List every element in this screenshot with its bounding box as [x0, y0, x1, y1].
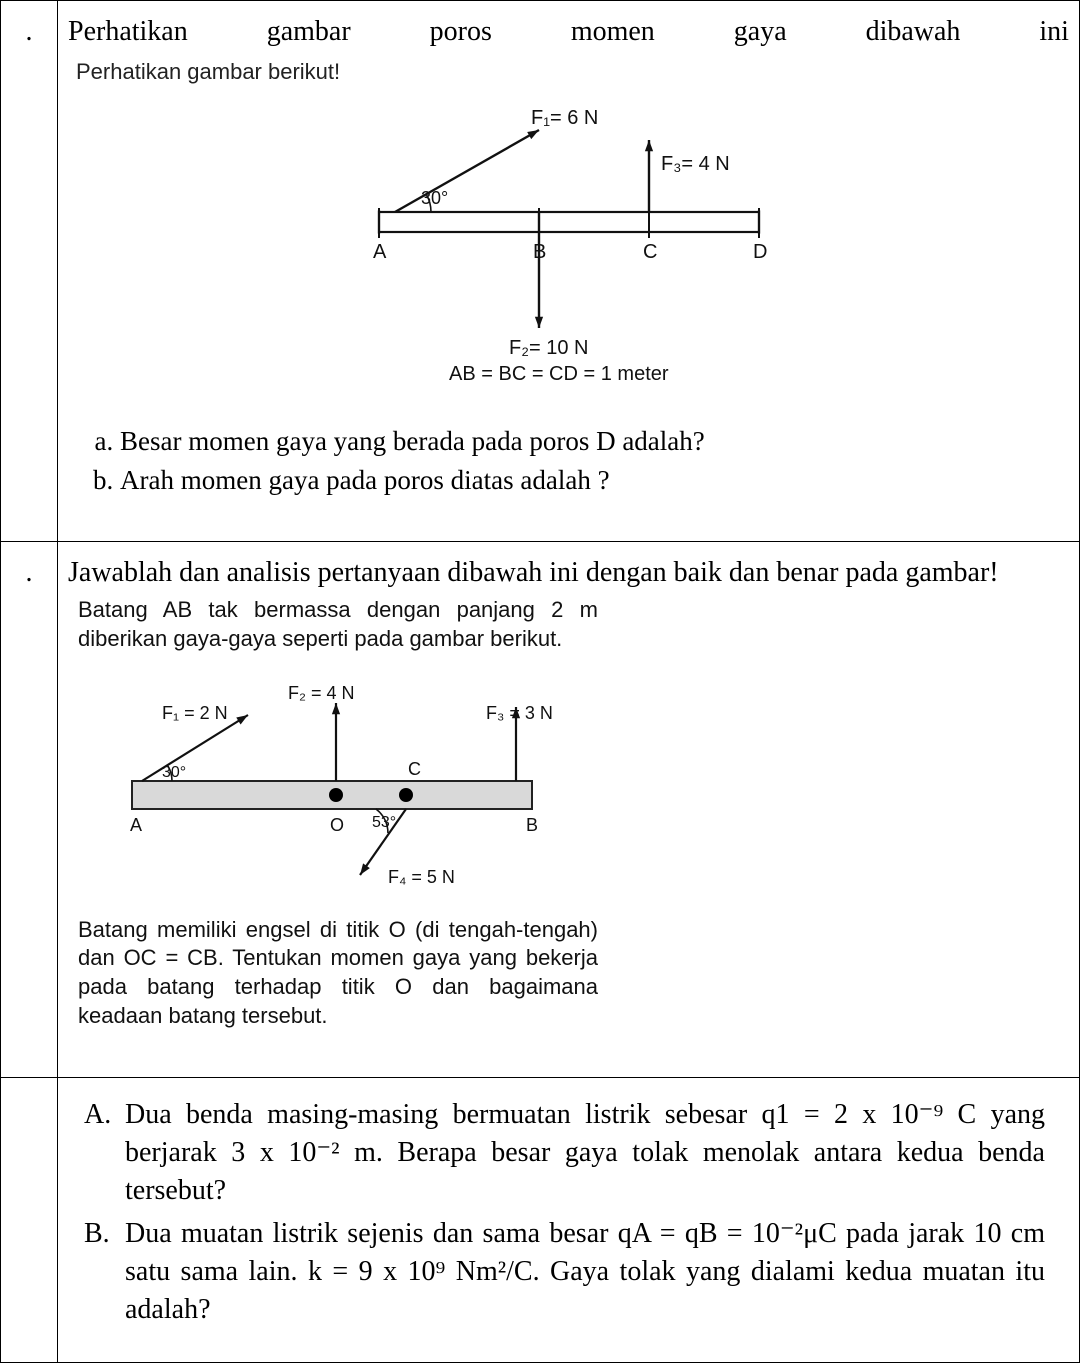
- q3-B-label: B.: [84, 1215, 118, 1253]
- svg-text:F₂= 10 N: F₂= 10 N: [509, 337, 588, 359]
- q1-title: Perhatikan gambar poros momen gaya dibaw…: [68, 13, 1069, 51]
- row1-number: .: [1, 1, 58, 542]
- q1-a: Besar momen gaya yang berada pada poros …: [120, 423, 1069, 459]
- q3-B: B. Dua muatan listrik sejenis dan sama b…: [84, 1215, 1069, 1328]
- svg-text:O: O: [330, 815, 344, 835]
- q3-cell: A. Dua benda masing-masing bermuatan lis…: [58, 1077, 1080, 1362]
- svg-text:F₃ = 3 N: F₃ = 3 N: [486, 703, 553, 723]
- svg-text:F₂ = 4 N: F₂ = 4 N: [288, 683, 355, 703]
- q1-svg: ABCD30°F₁= 6 NF₂= 10 NF₃= 4 NAB = BC = C…: [309, 92, 829, 402]
- row2-number: .: [1, 542, 58, 1078]
- svg-text:C: C: [643, 241, 657, 263]
- q1-figure: ABCD30°F₁= 6 NF₂= 10 NF₃= 4 NAB = BC = C…: [68, 92, 1069, 413]
- q2-title: Jawablah dan analisis pertanyaan dibawah…: [68, 554, 1069, 592]
- svg-text:F₁ = 2 N: F₁ = 2 N: [162, 703, 228, 723]
- svg-text:F₁= 6 N: F₁= 6 N: [531, 107, 598, 129]
- svg-text:F₄ = 5 N: F₄ = 5 N: [388, 867, 455, 887]
- svg-text:B: B: [526, 815, 538, 835]
- svg-text:F₃= 4 N: F₃= 4 N: [661, 153, 730, 175]
- svg-text:A: A: [373, 241, 387, 263]
- q1-b: Arah momen gaya pada poros diatas adalah…: [120, 462, 1069, 498]
- q2-posttext: Batang memiliki engsel di titik O (di te…: [78, 916, 598, 1030]
- q2-figure: AOCB30°53°F₁ = 2 NF₂ = 4 NF₃ = 3 NF₄ = 5…: [88, 659, 1069, 910]
- q3-A: A. Dua benda masing-masing bermuatan lis…: [84, 1096, 1069, 1209]
- q3-B-text: Dua muatan listrik sejenis dan sama besa…: [125, 1215, 1045, 1328]
- q1-w4: gaya: [734, 13, 787, 51]
- q1-w0: Perhatikan: [68, 13, 188, 51]
- worksheet-table: . Perhatikan gambar poros momen gaya dib…: [0, 0, 1080, 1363]
- svg-text:D: D: [753, 241, 767, 263]
- q3-A-label: A.: [84, 1096, 118, 1134]
- q1-w2: poros: [430, 13, 492, 51]
- q1-subcaption: Perhatikan gambar berikut!: [76, 57, 1069, 87]
- q1-w6: ini: [1039, 13, 1069, 51]
- svg-text:C: C: [408, 759, 421, 779]
- q2-cell: Jawablah dan analisis pertanyaan dibawah…: [58, 542, 1080, 1078]
- q1-w3: momen: [571, 13, 655, 51]
- svg-text:AB = BC = CD = 1 meter: AB = BC = CD = 1 meter: [449, 363, 669, 385]
- svg-text:A: A: [130, 815, 142, 835]
- q1-subquestions: Besar momen gaya yang berada pada poros …: [120, 423, 1069, 498]
- q2-svg: AOCB30°53°F₁ = 2 NF₂ = 4 NF₃ = 3 NF₄ = 5…: [88, 659, 608, 899]
- q2-pretext: Batang AB tak bermassa dengan panjang 2 …: [78, 596, 598, 653]
- q1-w1: gambar: [267, 13, 351, 51]
- q1-w5: dibawah: [866, 13, 961, 51]
- q3-A-text: Dua benda masing-masing bermuatan listri…: [125, 1096, 1045, 1209]
- row3-number: [1, 1077, 58, 1362]
- svg-text:30°: 30°: [421, 188, 448, 208]
- q1-cell: Perhatikan gambar poros momen gaya dibaw…: [58, 1, 1080, 542]
